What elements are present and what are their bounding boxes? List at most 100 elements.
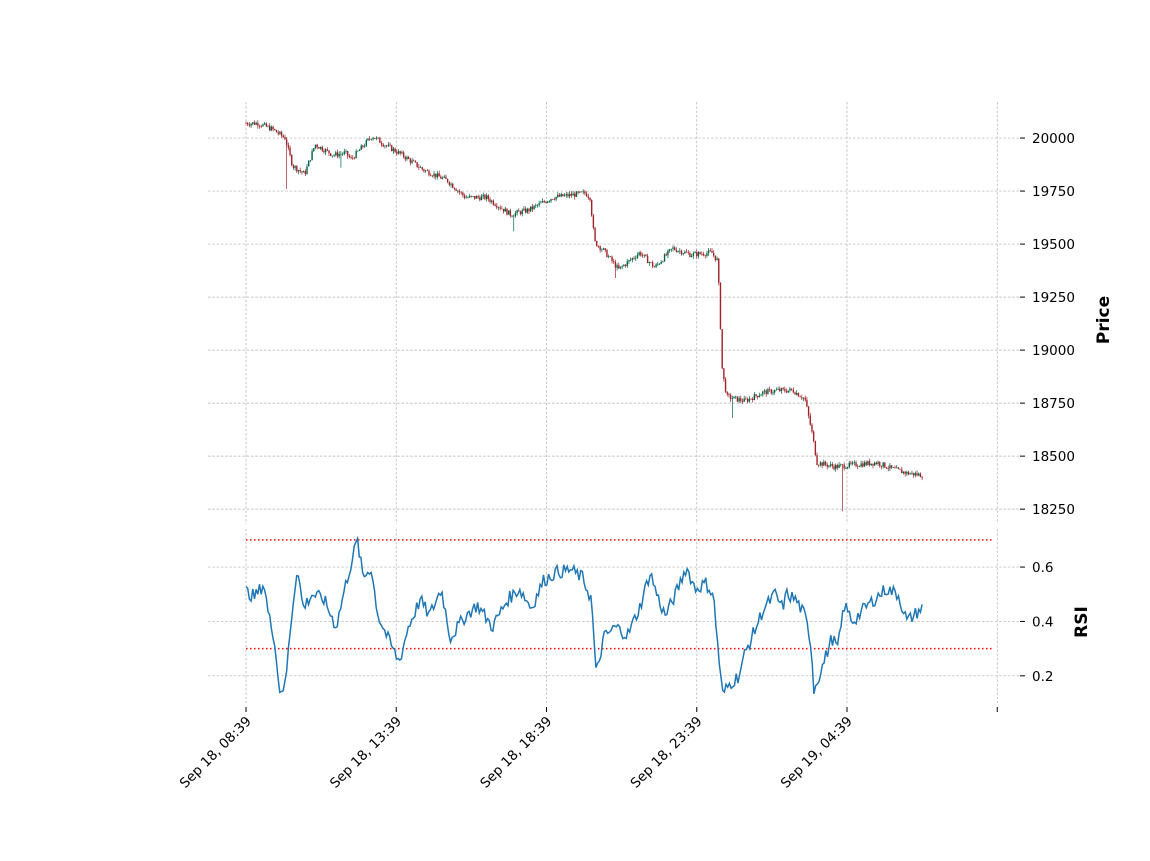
candle-body — [651, 262, 654, 267]
candle-body — [362, 145, 364, 147]
candle-body — [284, 137, 286, 140]
candle-body — [353, 157, 356, 159]
candle-body — [682, 253, 684, 255]
candle-body — [745, 398, 747, 400]
candle-body — [248, 124, 251, 126]
candle-body — [328, 150, 330, 154]
candle-body — [396, 152, 398, 154]
candle-body — [587, 196, 589, 198]
candle-body — [736, 396, 739, 402]
candle-body — [304, 171, 307, 174]
candle-body — [724, 379, 727, 393]
candle-body — [326, 149, 329, 151]
candle-body — [921, 477, 923, 478]
grid-layer — [208, 102, 1020, 703]
candle-body — [475, 196, 478, 199]
candle-body — [826, 464, 828, 467]
candle-body — [435, 173, 437, 178]
candle-body — [523, 208, 525, 211]
candle-body — [307, 160, 310, 167]
candle-body — [468, 195, 471, 198]
candle-body — [369, 138, 371, 140]
candle-body — [375, 137, 378, 139]
candle-body — [487, 195, 490, 200]
candle-body — [489, 199, 491, 202]
candle-body — [536, 205, 539, 206]
candle-body — [419, 167, 422, 168]
candle-body — [870, 463, 872, 466]
candle-body — [738, 398, 740, 402]
candle-body — [896, 467, 898, 469]
candle-body — [801, 397, 803, 399]
candle-body — [423, 169, 425, 172]
candle-body — [697, 252, 700, 257]
candle-body — [338, 153, 340, 157]
candle-body — [455, 189, 457, 191]
candle-body — [407, 157, 410, 159]
candle-body — [592, 215, 595, 228]
candle-body — [687, 252, 689, 254]
candle-body — [835, 465, 837, 470]
candle-body — [443, 176, 445, 178]
candle-body — [346, 151, 349, 156]
candle-body — [255, 122, 257, 125]
price-y-tick-label: 19000 — [1032, 343, 1075, 359]
price-axis-title: Price — [1094, 296, 1114, 344]
candle-body — [574, 193, 576, 197]
candle-body — [696, 252, 698, 257]
candle-body — [521, 210, 523, 215]
candle-body — [477, 196, 479, 198]
candle-body — [831, 464, 834, 467]
candle-body — [372, 137, 374, 140]
candle-body — [799, 396, 801, 398]
candle-body — [704, 255, 706, 256]
candle-body — [452, 183, 454, 188]
candle-body — [397, 151, 400, 154]
candle-body — [679, 250, 681, 252]
candle-body — [294, 166, 296, 168]
candle-body — [765, 390, 767, 395]
candle-body — [607, 256, 610, 258]
candle-body — [267, 125, 269, 127]
candle-body — [550, 199, 552, 201]
candle-body — [318, 147, 320, 149]
candle-body — [567, 194, 569, 197]
candle-body — [411, 160, 413, 163]
candle-body — [753, 394, 756, 401]
candle-body — [445, 176, 447, 179]
candle-body — [770, 389, 773, 394]
candle-body — [289, 147, 291, 156]
candle-body — [258, 125, 261, 127]
candle-body — [309, 160, 312, 161]
candle-body — [552, 199, 554, 200]
candle-body — [579, 191, 581, 193]
candle-body — [590, 200, 593, 216]
candle-body — [282, 135, 284, 138]
candle-body — [909, 473, 911, 475]
candle-body — [877, 462, 879, 464]
candle-body — [889, 465, 891, 469]
candle-body — [711, 251, 713, 253]
x-tick-label: Sep 18, 13:39 — [327, 714, 405, 792]
candle-body — [731, 398, 734, 400]
candle-body — [509, 210, 512, 216]
candle-body — [653, 266, 656, 268]
candle-body — [335, 152, 337, 156]
candle-body — [374, 137, 376, 139]
candle-body — [274, 129, 276, 130]
candle-body — [484, 194, 486, 199]
candle-body — [821, 462, 823, 466]
candle-body — [553, 199, 556, 200]
candle-body — [606, 249, 608, 258]
candle-body — [377, 137, 379, 139]
candle-body — [616, 265, 618, 268]
price-y-tick-label: 19750 — [1032, 184, 1075, 200]
candle-body — [894, 467, 896, 469]
candle-body — [287, 145, 290, 148]
candle-body — [394, 148, 396, 153]
candle-body — [414, 161, 417, 163]
candle-body — [716, 258, 718, 261]
candle-body — [885, 467, 888, 469]
candle-body — [790, 388, 793, 390]
candle-body — [526, 208, 528, 213]
